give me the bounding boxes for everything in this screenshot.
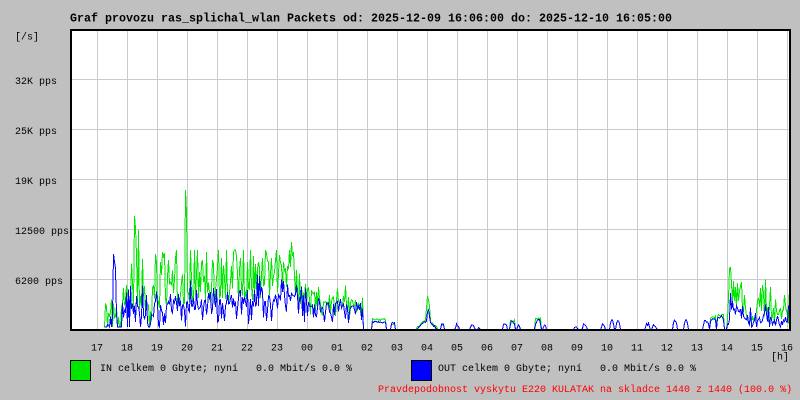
svg-text:[/s]: [/s] bbox=[15, 32, 39, 44]
svg-text:01: 01 bbox=[331, 344, 343, 355]
svg-text:09: 09 bbox=[571, 344, 583, 355]
svg-text:04: 04 bbox=[421, 344, 433, 355]
svg-text:Graf provozu ras_splichal_wlan: Graf provozu ras_splichal_wlan Packets o… bbox=[70, 12, 672, 26]
svg-text:32K pps: 32K pps bbox=[15, 77, 57, 88]
svg-text:16: 16 bbox=[781, 344, 793, 355]
svg-text:13: 13 bbox=[691, 344, 703, 355]
svg-text:12500 pps: 12500 pps bbox=[15, 227, 69, 238]
svg-text:25K pps: 25K pps bbox=[15, 127, 57, 138]
svg-text:12: 12 bbox=[661, 344, 673, 355]
svg-text:06: 06 bbox=[481, 344, 493, 355]
svg-text:15: 15 bbox=[751, 344, 763, 355]
svg-text:10: 10 bbox=[601, 344, 613, 355]
svg-text:14: 14 bbox=[721, 344, 733, 355]
svg-text:02: 02 bbox=[361, 344, 373, 355]
svg-text:19K pps: 19K pps bbox=[15, 177, 57, 188]
svg-text:23: 23 bbox=[271, 344, 283, 355]
svg-text:21: 21 bbox=[211, 344, 223, 355]
svg-text:19: 19 bbox=[151, 344, 163, 355]
svg-text:07: 07 bbox=[511, 344, 523, 355]
svg-text:IN celkem 0 Gbyte; nyní 0.0: IN celkem 0 Gbyte; nyní 0.0 Mbit/s 0.0 % bbox=[100, 363, 352, 375]
svg-text:11: 11 bbox=[631, 344, 643, 355]
svg-text:17: 17 bbox=[91, 344, 103, 355]
svg-text:22: 22 bbox=[241, 344, 253, 355]
svg-text:20: 20 bbox=[181, 344, 193, 355]
svg-text:00: 00 bbox=[301, 344, 313, 355]
svg-text:6200 pps: 6200 pps bbox=[15, 277, 63, 288]
svg-text:05: 05 bbox=[451, 344, 463, 355]
svg-text:03: 03 bbox=[391, 344, 403, 355]
svg-text:18: 18 bbox=[121, 344, 133, 355]
svg-text:Pravdepodobnost vyskytu E220 K: Pravdepodobnost vyskytu E220 KULATAK na … bbox=[378, 384, 792, 396]
svg-text:OUT celkem 0 Gbyte; nyní 0.0: OUT celkem 0 Gbyte; nyní 0.0 Mbit/s 0.0 … bbox=[438, 363, 696, 375]
svg-text:[h]: [h] bbox=[771, 352, 789, 364]
svg-text:08: 08 bbox=[541, 344, 553, 355]
